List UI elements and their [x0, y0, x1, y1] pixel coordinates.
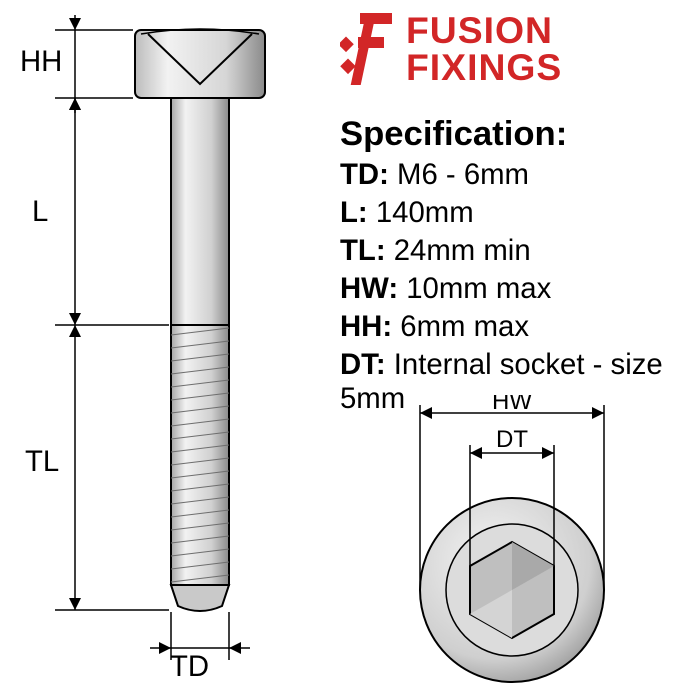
logo-line1: FUSION [406, 12, 562, 49]
dim-label-tl: TL [25, 445, 59, 479]
spec-value: M6 - 6mm [397, 158, 529, 191]
spec-row: TD: M6 - 6mm [340, 158, 680, 192]
spec-key: TL: [340, 234, 394, 267]
spec-value: 24mm min [394, 234, 531, 267]
bolt-top-diagram: HW DT [342, 395, 682, 695]
spec-row: TL: 24mm min [340, 234, 680, 268]
spec-value: 6mm max [400, 310, 529, 343]
dim-label-hw: HW [492, 395, 532, 415]
spec-value: 10mm max [406, 272, 551, 305]
dim-label-dt: DT [496, 426, 528, 453]
dim-label-td: TD [170, 650, 209, 684]
spec-row: HW: 10mm max [340, 272, 680, 306]
bolt-side-diagram [20, 10, 340, 690]
spec-row: HH: 6mm max [340, 310, 680, 344]
specification-block: Specification: TD: M6 - 6mm L: 140mm TL: 2… [340, 115, 680, 416]
logo-text: FUSION FIXINGS [406, 12, 562, 87]
spec-key: HH: [340, 310, 400, 343]
spec-key: L: [340, 196, 376, 229]
dim-label-hh: HH [20, 45, 62, 79]
spec-title: Specification: [340, 115, 680, 154]
spec-key: HW: [340, 272, 406, 305]
spec-key: TD: [340, 158, 397, 191]
brand-logo: FUSION FIXINGS [340, 12, 562, 87]
spec-key: DT: [340, 348, 394, 381]
logo-f-icon [340, 13, 398, 85]
logo-line2: FIXINGS [406, 49, 562, 86]
spec-value: 140mm [376, 196, 474, 229]
dim-label-l: L [32, 195, 48, 229]
spec-row: L: 140mm [340, 196, 680, 230]
